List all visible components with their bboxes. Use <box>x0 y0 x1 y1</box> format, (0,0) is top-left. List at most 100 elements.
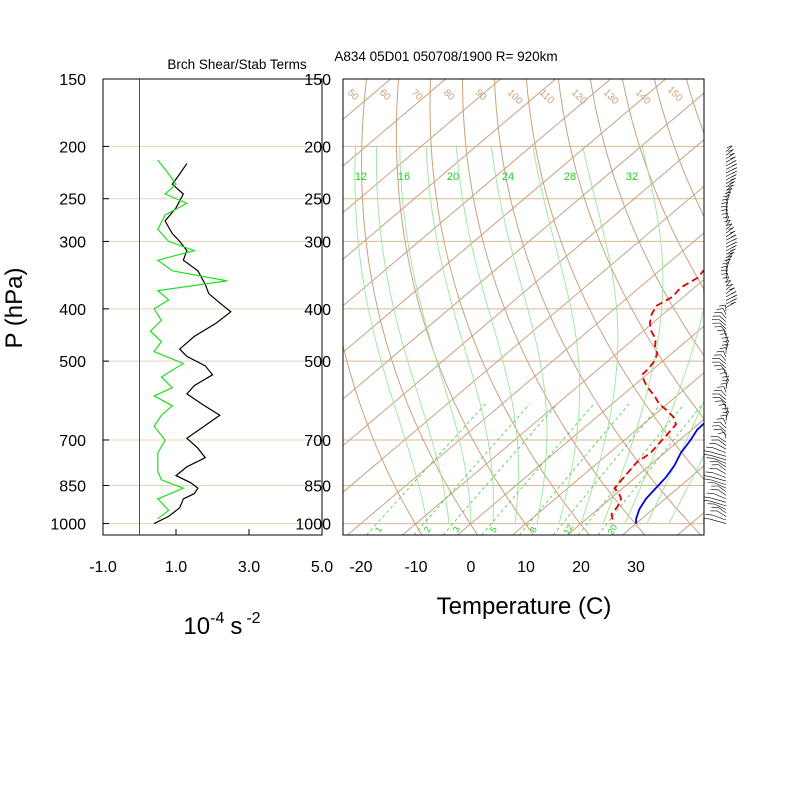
isotherm-edge-label: 0 <box>701 286 714 297</box>
left-y-tick-label: 150 <box>59 72 86 89</box>
dry-adiabat-label: 130 <box>601 87 621 107</box>
wind-barb-staff <box>717 461 726 467</box>
moist-adiabat-label: 32 <box>626 171 638 183</box>
wind-barb-flag <box>731 292 736 294</box>
wind-barb-flag <box>732 299 737 301</box>
dry-adiabat <box>430 79 589 535</box>
wind-barb-flag <box>722 337 728 338</box>
wind-barb-flag <box>717 351 724 352</box>
isotherm-line <box>73 79 611 535</box>
left-y-tick-label: 250 <box>59 192 86 209</box>
run-title: A834 05D01 050708/1900 R= 920km <box>334 49 557 64</box>
wind-barb-flag <box>721 415 727 416</box>
mixing-ratio-label: 20 <box>606 523 620 537</box>
wind-barb-flag <box>717 369 724 370</box>
wind-barb-staff <box>726 252 734 258</box>
wind-barb-flag <box>732 238 737 240</box>
wind-barb-staff <box>719 362 726 368</box>
wind-barb-flag <box>717 418 724 419</box>
panel-title: Brch Shear/Stab Terms <box>167 57 307 72</box>
skewt-profiles <box>611 152 800 523</box>
skewt-x-tick-label: 10 <box>517 559 535 576</box>
wind-barb-staff <box>719 465 726 471</box>
dry-adiabat-label: 70 <box>409 87 425 103</box>
skewt-y-tick-label: 300 <box>304 234 331 251</box>
moist-adiabat <box>581 146 618 523</box>
left-y-tick-label: 1000 <box>50 517 86 534</box>
wind-barb-flag <box>723 411 729 412</box>
dry-adiabat-label: 80 <box>441 87 457 103</box>
left-y-axis-label: P (hPa) <box>1 268 28 349</box>
mixing-ratio-line <box>414 404 530 535</box>
dewpoint-profile-line <box>611 169 800 524</box>
wind-barb-flag <box>732 175 737 177</box>
wind-barb-staff <box>726 372 727 378</box>
wind-barb-staff <box>713 448 726 453</box>
isotherm-line <box>0 79 281 535</box>
moist-adiabat-label: 16 <box>398 171 410 183</box>
wind-barb-staff <box>724 387 726 393</box>
skewt-y-tick-label: 850 <box>304 478 331 495</box>
wind-barb-flag <box>707 493 714 494</box>
wind-barb-staff <box>719 440 727 446</box>
skewt-x-axis-label: Temperature (C) <box>437 593 612 620</box>
isotherm-line <box>458 79 800 535</box>
left-x-tick-label: -1.0 <box>89 559 117 576</box>
skewt-y-tick-label: 200 <box>304 139 331 156</box>
wind-barb-staff <box>721 429 726 435</box>
temperature-profile-line <box>636 152 800 523</box>
wind-barb-flag <box>704 497 711 498</box>
wind-barb-flag <box>704 479 711 480</box>
wind-barb-flag <box>714 312 721 313</box>
wind-barb-flag <box>706 447 713 448</box>
wind-barb-staff <box>723 418 726 424</box>
left-x-tick-label: 5.0 <box>311 559 333 576</box>
left-x-tick-label: 3.0 <box>238 559 260 576</box>
wind-barb-staff <box>713 515 727 520</box>
left-x-tick-label: 1.0 <box>165 559 187 576</box>
wind-barb-staff <box>721 365 726 371</box>
skewt-y-tick-label: 500 <box>304 354 331 371</box>
wind-barb-flag <box>732 164 737 166</box>
wind-barb-staff <box>710 455 726 460</box>
moist-adiabat-label: 28 <box>564 171 576 183</box>
wind-barb-staff <box>721 326 726 332</box>
left-panel-series <box>150 160 230 523</box>
left-series-green-line <box>150 160 227 519</box>
wind-barb-staff <box>726 344 728 350</box>
wind-barb-flag <box>706 472 713 473</box>
wind-barb-flag <box>715 401 722 402</box>
wind-barb-flag <box>719 305 726 306</box>
isotherm-line <box>788 79 800 535</box>
wind-barb-flag <box>718 433 725 434</box>
wind-barb-staff <box>718 437 726 443</box>
dry-adiabat <box>750 79 800 535</box>
skewt-y-tick-label: 700 <box>304 433 331 450</box>
isotherm-line <box>733 79 800 535</box>
left-y-tick-label: 400 <box>59 302 86 319</box>
wind-barb-flag <box>722 213 728 214</box>
moist-adiabat-label: 20 <box>447 171 459 183</box>
dry-adiabat-label: 150 <box>665 84 685 104</box>
wind-barb-flag <box>732 171 737 173</box>
wind-barb-flag <box>704 500 711 501</box>
dry-adiabat-label: 110 <box>537 87 556 106</box>
dry-adiabat-label: 50 <box>345 87 361 103</box>
wind-barb-flag <box>731 302 736 304</box>
axes-frames <box>103 79 704 535</box>
left-y-tick-label: 200 <box>59 139 86 156</box>
wind-barb-flag <box>732 246 737 248</box>
wind-barb-flag <box>723 380 729 381</box>
isotherm-line <box>513 79 800 535</box>
moist-adiabat <box>376 146 449 523</box>
isotherm-line <box>18 79 556 535</box>
wind-barb-flag <box>732 295 737 297</box>
wind-barb-flag <box>722 376 728 377</box>
moist-adiabat <box>456 146 518 523</box>
skewt-y-tick-label: 1000 <box>295 517 331 534</box>
wind-barb-flag <box>714 365 721 366</box>
